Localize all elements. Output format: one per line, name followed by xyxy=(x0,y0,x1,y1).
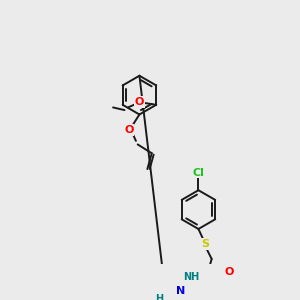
Text: H: H xyxy=(156,294,164,300)
Text: NH: NH xyxy=(183,272,200,282)
Text: S: S xyxy=(202,239,209,249)
Text: O: O xyxy=(225,267,234,277)
Text: O: O xyxy=(135,97,144,107)
Text: N: N xyxy=(176,286,185,296)
Text: O: O xyxy=(124,125,134,135)
Text: Cl: Cl xyxy=(193,168,204,178)
